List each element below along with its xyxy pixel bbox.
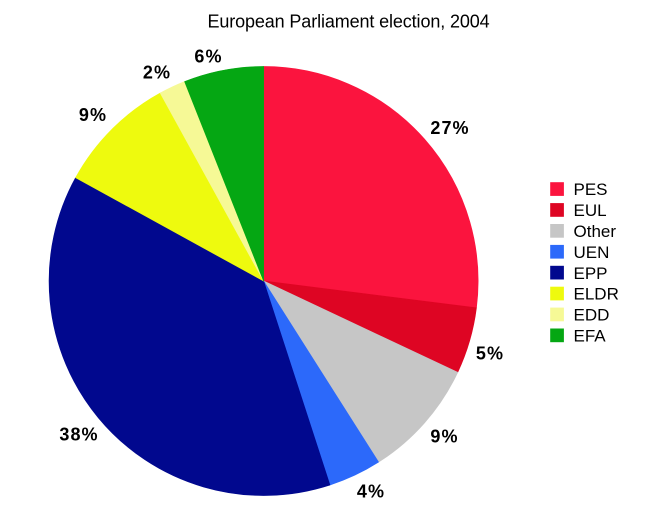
svg-text:38%: 38% xyxy=(59,425,98,445)
svg-text:PES: PES xyxy=(574,180,608,199)
svg-text:UEN: UEN xyxy=(574,243,610,262)
svg-text:EUL: EUL xyxy=(574,201,607,220)
svg-text:9%: 9% xyxy=(79,105,107,125)
svg-text:6%: 6% xyxy=(194,47,222,67)
svg-text:2%: 2% xyxy=(143,63,171,83)
svg-text:27%: 27% xyxy=(430,118,469,138)
svg-text:Other: Other xyxy=(574,222,617,241)
svg-text:4%: 4% xyxy=(357,482,385,502)
svg-text:EPP: EPP xyxy=(574,264,608,283)
svg-text:European Parliament election,: European Parliament election, 2004 xyxy=(207,11,489,31)
svg-text:5%: 5% xyxy=(476,344,504,364)
svg-text:EFA: EFA xyxy=(574,327,607,346)
svg-text:9%: 9% xyxy=(430,427,458,447)
svg-text:ELDR: ELDR xyxy=(574,285,619,304)
svg-text:EDD: EDD xyxy=(574,306,610,325)
